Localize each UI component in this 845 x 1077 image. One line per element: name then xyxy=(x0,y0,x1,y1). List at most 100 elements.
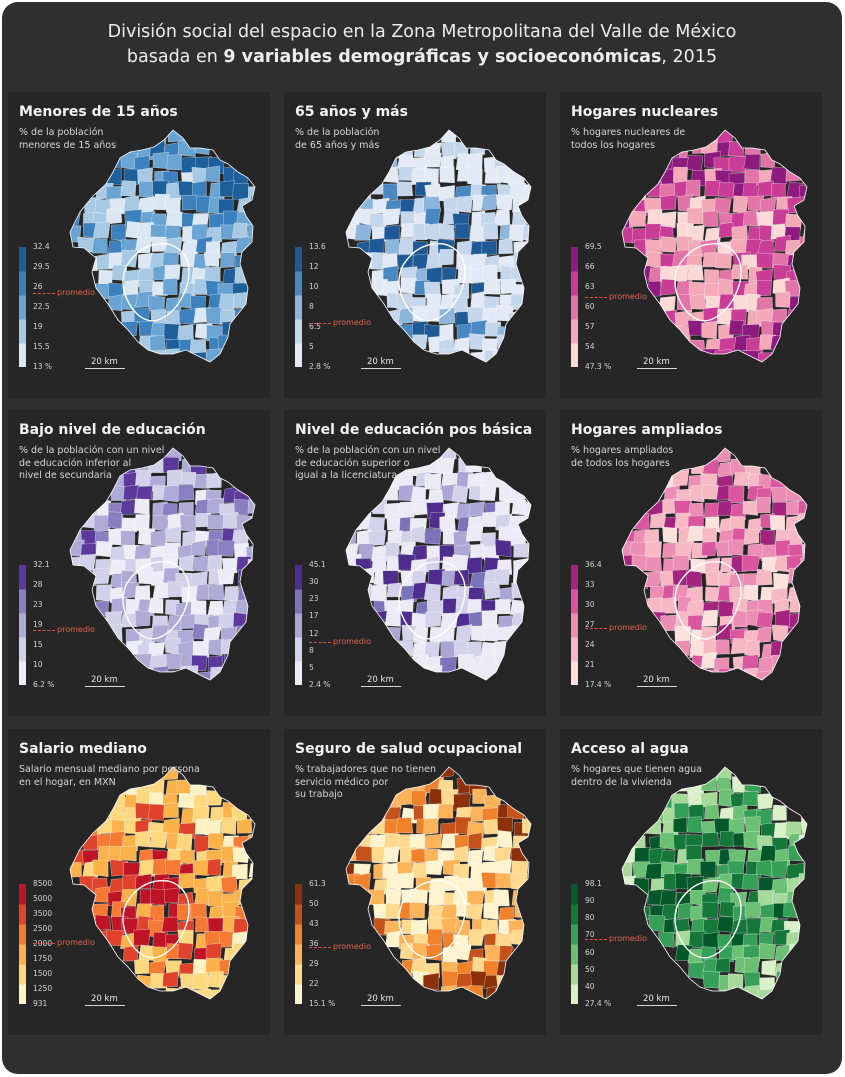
legend-swatch xyxy=(295,589,302,614)
municipality-area xyxy=(701,609,718,627)
legend-colorbar xyxy=(571,884,578,1004)
legend-swatch xyxy=(571,589,578,614)
map-panel: Hogares ampliados % hogares ampliados de … xyxy=(560,410,822,716)
scale-bar: 20 km xyxy=(361,675,401,689)
municipality-area xyxy=(527,544,531,562)
municipality-area xyxy=(775,985,793,999)
scale-bar-line xyxy=(85,1005,125,1006)
municipality-area xyxy=(727,973,744,989)
legend-tick-label: 8500 xyxy=(33,879,53,888)
panel-title: 65 años y más xyxy=(295,104,408,120)
municipality-area xyxy=(423,196,441,213)
municipality-area xyxy=(453,569,470,586)
panel-subtitle: % trabajadores que no tienen servicio mé… xyxy=(295,764,437,800)
legend-colorbar xyxy=(571,565,578,685)
municipality-area xyxy=(367,529,387,546)
municipality-area xyxy=(783,901,801,919)
legend-swatch xyxy=(19,271,26,296)
choropleth-map xyxy=(69,129,256,363)
municipality-area xyxy=(205,348,223,362)
legend-tick-label: 63 xyxy=(585,282,595,291)
municipality-area xyxy=(483,624,499,642)
legend-swatch xyxy=(295,613,302,638)
legend-swatch xyxy=(19,637,26,662)
legend-colorbar xyxy=(19,247,26,367)
municipality-area xyxy=(481,872,499,889)
municipality-area xyxy=(220,817,237,835)
municipality-area xyxy=(481,240,498,256)
legend-colorbar xyxy=(19,884,26,1004)
municipality-area xyxy=(164,264,181,281)
municipality-area xyxy=(248,833,255,851)
municipality-area xyxy=(412,627,429,644)
legend-tick-label: 6.2 % xyxy=(33,680,55,689)
municipality-area xyxy=(715,541,733,557)
municipality-area xyxy=(179,514,197,533)
municipality-area xyxy=(716,916,734,933)
municipality-area xyxy=(498,237,513,255)
municipality-area xyxy=(756,568,773,586)
legend-swatch xyxy=(571,271,578,296)
legend-tick-label: 36.4 xyxy=(585,560,602,569)
municipality-area xyxy=(733,472,751,487)
municipality-area xyxy=(686,816,702,834)
municipality-area xyxy=(191,180,207,198)
municipality-area xyxy=(717,278,734,296)
municipality-area xyxy=(770,640,788,658)
municipality-area xyxy=(759,943,776,960)
legend: 13.6 12 10 8 6.5 5 2.8 % promedio xyxy=(295,243,415,372)
municipality-area xyxy=(485,985,502,999)
municipality-area xyxy=(704,180,721,197)
municipality-area xyxy=(523,291,531,309)
legend-tick-label: 28 xyxy=(33,580,43,589)
municipality-area xyxy=(440,612,459,628)
average-label: promedio xyxy=(333,941,371,951)
municipality-area xyxy=(382,208,401,226)
municipality-area xyxy=(688,804,704,821)
municipality-area xyxy=(732,195,748,214)
legend-tick-label: 23 xyxy=(309,594,319,604)
municipality-area xyxy=(192,640,210,658)
panel-title: Hogares nucleares xyxy=(571,104,719,120)
municipality-area xyxy=(425,665,443,680)
municipality-area xyxy=(522,558,531,575)
municipality-area xyxy=(440,985,458,999)
legend-tick-label: 15.1 % xyxy=(309,999,336,1008)
panel-subtitle: % de la población con un nivel de educac… xyxy=(19,445,165,481)
scale-bar: 20 km xyxy=(85,675,125,689)
municipality-area xyxy=(234,637,251,655)
municipality-area xyxy=(526,237,531,255)
metro-outline xyxy=(345,447,532,681)
legend-tick-label: 26 xyxy=(33,282,43,291)
municipality-area xyxy=(742,584,759,601)
municipality-area xyxy=(659,832,676,851)
scale-bar-line xyxy=(85,686,125,687)
legend-colorbar xyxy=(571,247,578,367)
municipality-area xyxy=(797,833,807,849)
municipality-area xyxy=(453,350,470,362)
cdmx-boundary xyxy=(122,243,190,322)
municipality-area xyxy=(247,557,255,575)
municipality-area xyxy=(714,197,732,213)
legend-swatch xyxy=(19,661,26,685)
municipality-area xyxy=(217,334,236,350)
municipality-area xyxy=(513,542,530,558)
legend-tick-label: 8 xyxy=(309,302,314,311)
municipality-area xyxy=(732,609,749,628)
scale-bar-label: 20 km xyxy=(643,994,670,1004)
legend-tick-label: 66 xyxy=(585,262,595,271)
municipality-area xyxy=(717,668,735,680)
municipality-area xyxy=(483,902,499,920)
municipality-area xyxy=(221,985,237,999)
panel-subtitle: % de la población con un nivel de educac… xyxy=(295,445,441,481)
municipality-area xyxy=(412,305,429,323)
choropleth-map xyxy=(621,766,808,1000)
municipality-area xyxy=(220,352,238,362)
cdmx-boundary xyxy=(674,243,742,322)
municipality-area xyxy=(191,555,209,573)
legend-swatch xyxy=(19,924,26,945)
municipality-area xyxy=(190,540,207,556)
municipality-area xyxy=(223,653,240,670)
municipality-area xyxy=(206,875,224,892)
